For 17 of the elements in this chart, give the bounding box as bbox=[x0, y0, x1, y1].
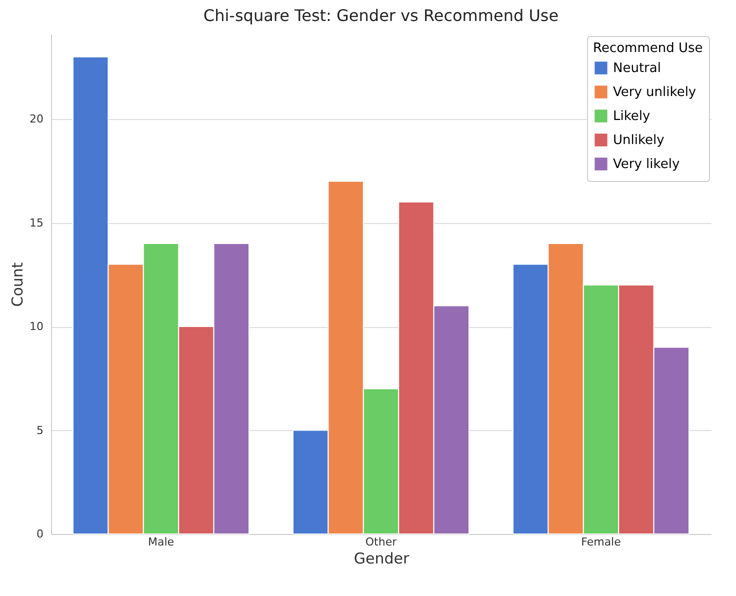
legend-label: Likely bbox=[613, 109, 651, 124]
y-axis-title: Count bbox=[8, 262, 27, 307]
y-tick-label: 0 bbox=[36, 528, 44, 540]
y-tick-label: 15 bbox=[30, 216, 44, 230]
x-tick-label: Other bbox=[365, 536, 398, 548]
legend-label: Unlikely bbox=[613, 133, 665, 148]
x-axis-title: Gender bbox=[354, 550, 410, 568]
x-tick-label: Female bbox=[581, 536, 622, 548]
chart-title: Chi-square Test: Gender vs Recommend Use bbox=[203, 6, 559, 25]
legend-label: Very unlikely bbox=[613, 85, 696, 100]
legend-label: Neutral bbox=[613, 61, 661, 76]
legend-title: Recommend Use bbox=[593, 41, 703, 56]
legend-label: Very likely bbox=[613, 157, 680, 172]
y-tick-label: 5 bbox=[36, 424, 44, 437]
x-tick-label: Male bbox=[148, 536, 174, 548]
y-tick-label: 10 bbox=[30, 320, 44, 334]
y-tick-label: 20 bbox=[30, 112, 44, 126]
